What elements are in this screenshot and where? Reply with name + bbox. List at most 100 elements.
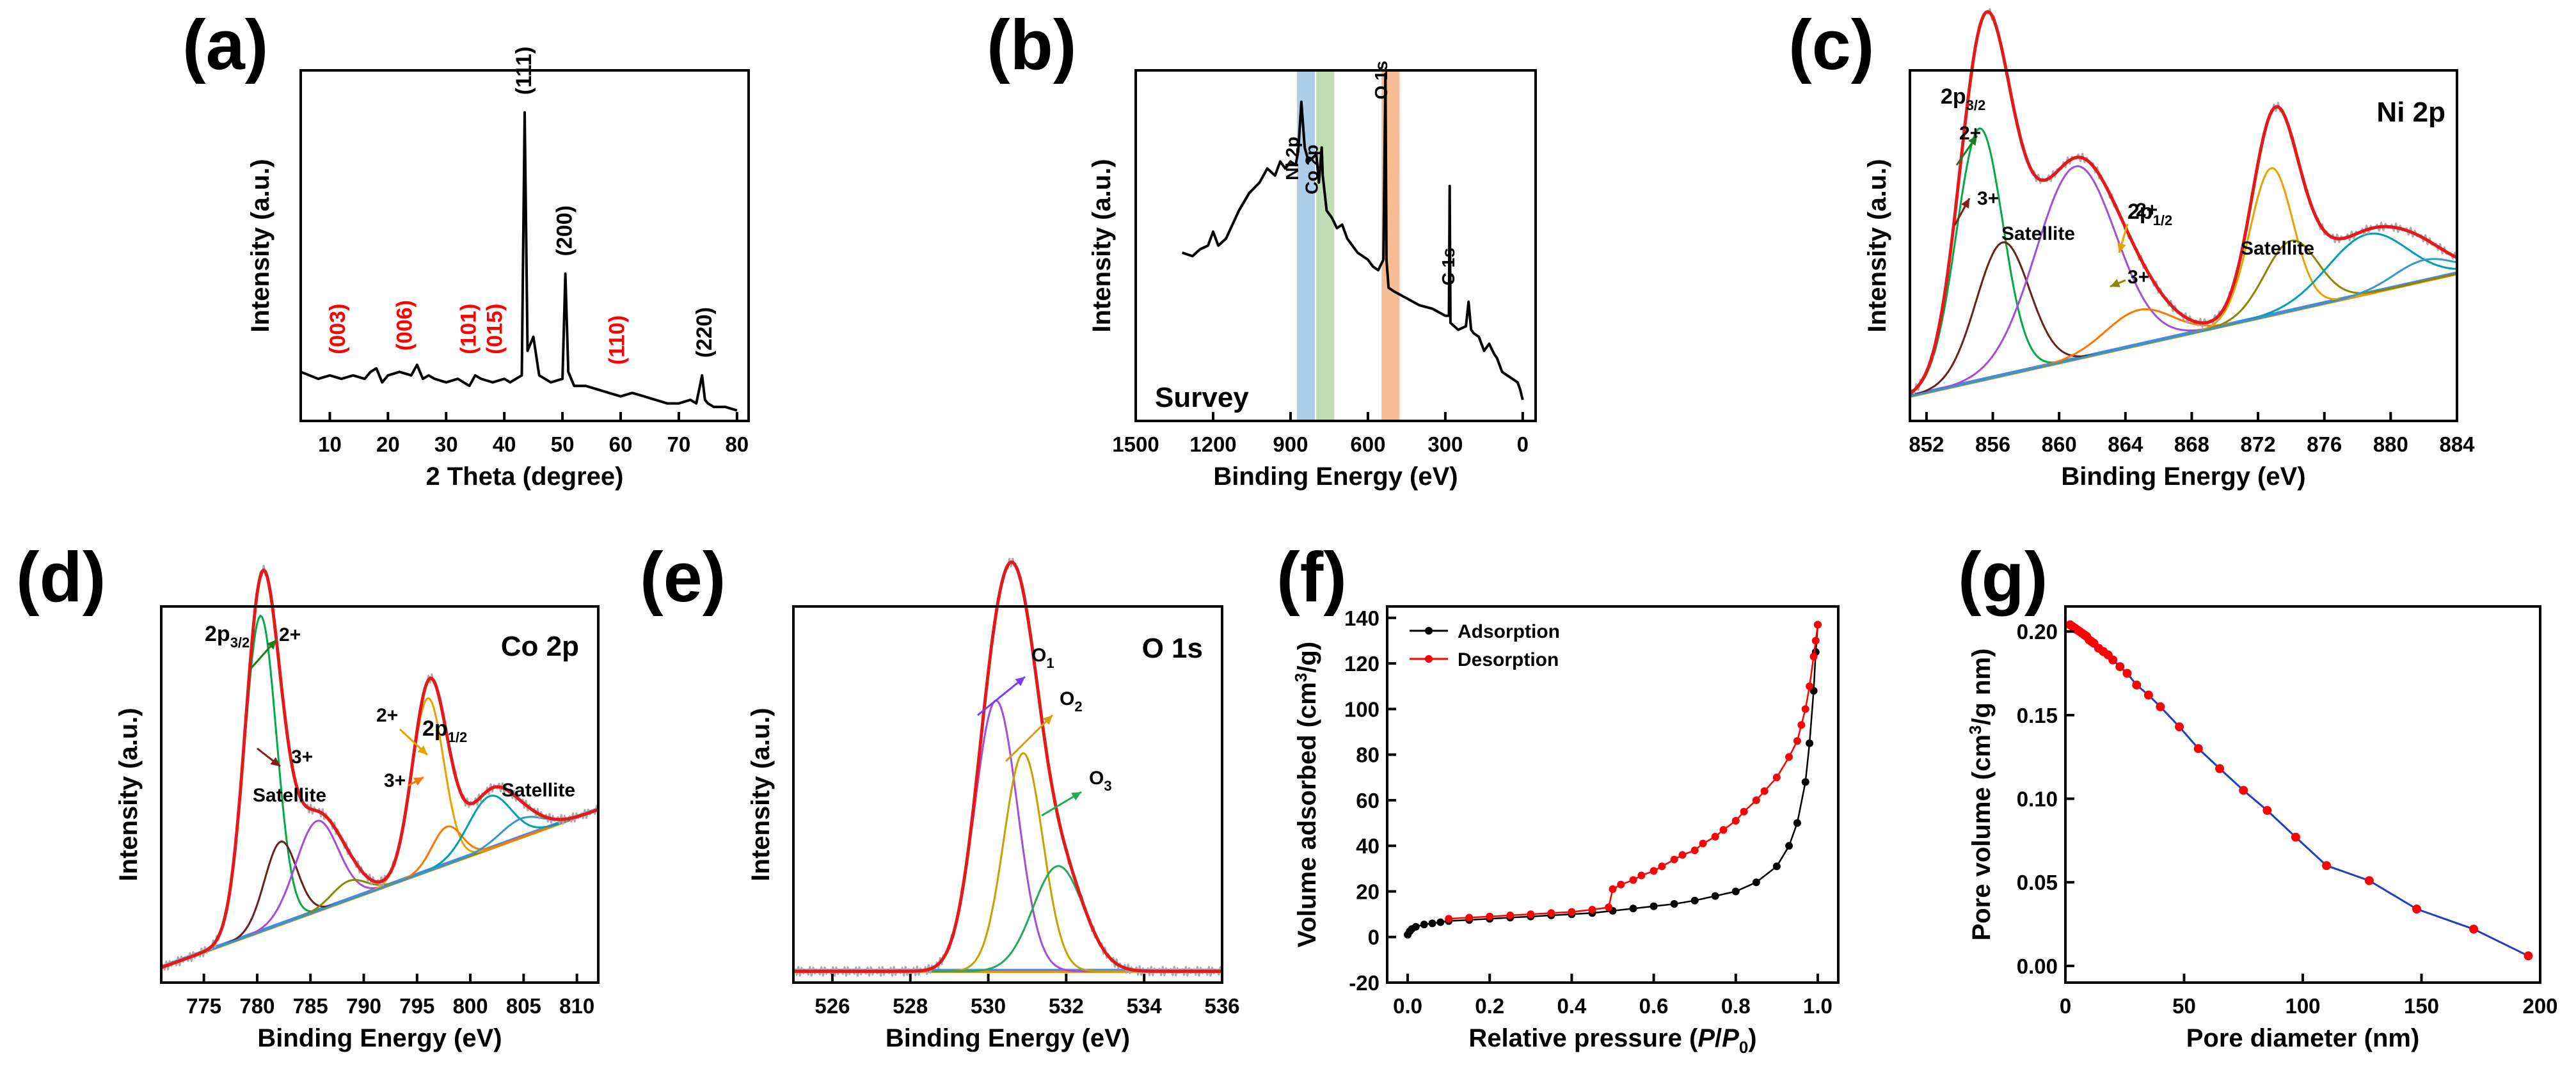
annotation-text: Satellite: [2001, 223, 2075, 244]
y-tick-label: 0.20: [2017, 620, 2058, 644]
y-tick-label: 0: [1368, 926, 1379, 949]
data-point: [1740, 807, 1748, 816]
fit-component: [161, 809, 599, 969]
annotation-text: 2p: [1941, 84, 1966, 109]
x-tick-label: 800: [453, 994, 488, 1018]
xrd-pattern-line: [300, 111, 738, 412]
data-point: [1690, 846, 1699, 855]
data-point: [2215, 764, 2225, 773]
annotation-text: 2p: [422, 716, 448, 741]
x-tick-label: 532: [1049, 994, 1084, 1018]
peak-annotation: Satellite: [253, 785, 326, 806]
panel-label: (g): [1958, 538, 2047, 617]
x-tick-label: 200: [2522, 994, 2557, 1018]
x-tick-label: 50: [2172, 994, 2196, 1018]
annotation-subscript: 3/2: [1966, 97, 1986, 113]
energy-band: [1316, 72, 1335, 420]
y-tick-label: 140: [1344, 606, 1379, 630]
x-tick-label: 536: [1204, 994, 1239, 1018]
x-tick-label: 600: [1350, 432, 1385, 456]
y-tick-label: 60: [1356, 789, 1379, 812]
data-point: [2262, 805, 2272, 815]
data-point: [2291, 832, 2300, 842]
panel-label: (f): [1276, 538, 1347, 617]
annotation-arrowhead: [267, 640, 276, 650]
plot-frame: [160, 605, 600, 984]
chart-title: Co 2p: [501, 631, 579, 662]
x-tick-label: 876: [2307, 432, 2342, 456]
panel-label: (e): [640, 538, 726, 617]
data-point: [2132, 680, 2142, 690]
data-point: [1637, 871, 1646, 880]
survey-spectrum-line: [1181, 72, 1524, 400]
x-tick-label: 50: [551, 432, 575, 456]
peak-annotation: 3+: [1977, 188, 1999, 209]
y-axis-label: Intensity (a.u.): [747, 708, 775, 881]
data-point: [1658, 862, 1666, 871]
fit-component: [793, 752, 1222, 972]
x-tick-label: 880: [2373, 432, 2408, 456]
annotation-text: 2+: [376, 705, 398, 726]
data-point: [1793, 819, 1801, 827]
peak-label: (006): [393, 300, 417, 351]
data-point: [1436, 918, 1445, 926]
annotation-subscript: 1/2: [2153, 212, 2173, 228]
data-point: [1588, 905, 1596, 914]
x-label-text: Relative pressure (: [1468, 1024, 1698, 1052]
peak-annotation: 2p3/2: [205, 622, 250, 651]
element-label: C 1s: [1438, 248, 1458, 285]
x-tick-label: 852: [1909, 432, 1944, 456]
x-tick-label: 80: [725, 432, 749, 456]
annotation-arrowhead: [270, 757, 280, 766]
annotation-subscript: 3/2: [230, 635, 250, 651]
x-axis-label: Binding Energy (eV): [257, 1024, 502, 1052]
x-tick-label: 60: [609, 432, 633, 456]
plot-frame: [1909, 69, 2458, 422]
data-point: [1650, 902, 1658, 910]
x-tick-label: 300: [1427, 432, 1463, 456]
x-tick-label: 0.8: [1721, 994, 1751, 1018]
data-point: [1752, 878, 1760, 887]
element-label: Co 2p: [1301, 145, 1321, 194]
data-point: [1699, 839, 1707, 848]
data-point: [1801, 778, 1809, 786]
y-axis-label: Pore volume (cm3/g nm): [1966, 649, 1996, 941]
data-point: [2143, 690, 2153, 700]
peak-annotation: Satellite: [2001, 223, 2075, 244]
x-axis-label: Binding Energy (eV): [1213, 463, 1458, 491]
fit-component: [793, 699, 1222, 972]
peak-annotation: O2: [1060, 688, 1083, 715]
peak-label: (015): [483, 304, 507, 354]
element-label: Ni 2p: [1282, 136, 1302, 180]
data-point: [2175, 722, 2184, 732]
isotherm-line: [1449, 624, 1819, 920]
plot-frame: [1386, 605, 1840, 984]
x-axis-label: Binding Energy (eV): [886, 1024, 1130, 1052]
x-tick-label: 0: [1517, 432, 1529, 456]
annotation-text: 2+: [1959, 123, 1981, 144]
x-tick-label: 864: [2108, 432, 2143, 456]
x-tick-label: 530: [971, 994, 1006, 1018]
x-axis-label: Binding Energy (eV): [2061, 463, 2305, 491]
panel-a: (a) 10 20 30 40 50 60 70 80 2 Theta (degree) Inten…: [182, 6, 750, 491]
fit-envelope: [793, 560, 1222, 973]
plot-frame: [1134, 69, 1537, 422]
legend-label: Adsorption: [1458, 621, 1560, 642]
peak-annotation: 2+: [2136, 200, 2158, 221]
annotation-arrowhead: [1071, 792, 1081, 801]
data-point: [1568, 908, 1576, 916]
data-point: [1711, 832, 1719, 841]
annotation-arrowhead: [2110, 279, 2120, 287]
x-tick-label: 780: [239, 994, 274, 1018]
data-point: [1411, 922, 1420, 931]
x-tick-label: 0: [2060, 994, 2071, 1018]
data-point: [1806, 739, 1814, 747]
panel-label: (d): [16, 538, 106, 617]
data-point: [1806, 682, 1814, 690]
annotation-text: 2+: [279, 624, 301, 645]
panel-f: (f) 0.0 0.2 0.4 0.6 0.8 1.0 -20 0 20 40 60 80 100 120 1…: [1276, 538, 1840, 1057]
y-label-text: Pore volume (cm: [1968, 734, 1996, 940]
y-axis-label: Intensity (a.u.): [1088, 159, 1116, 332]
x-label-sub: 0: [1739, 1038, 1748, 1057]
y-label-sup: 3: [1966, 725, 1985, 734]
